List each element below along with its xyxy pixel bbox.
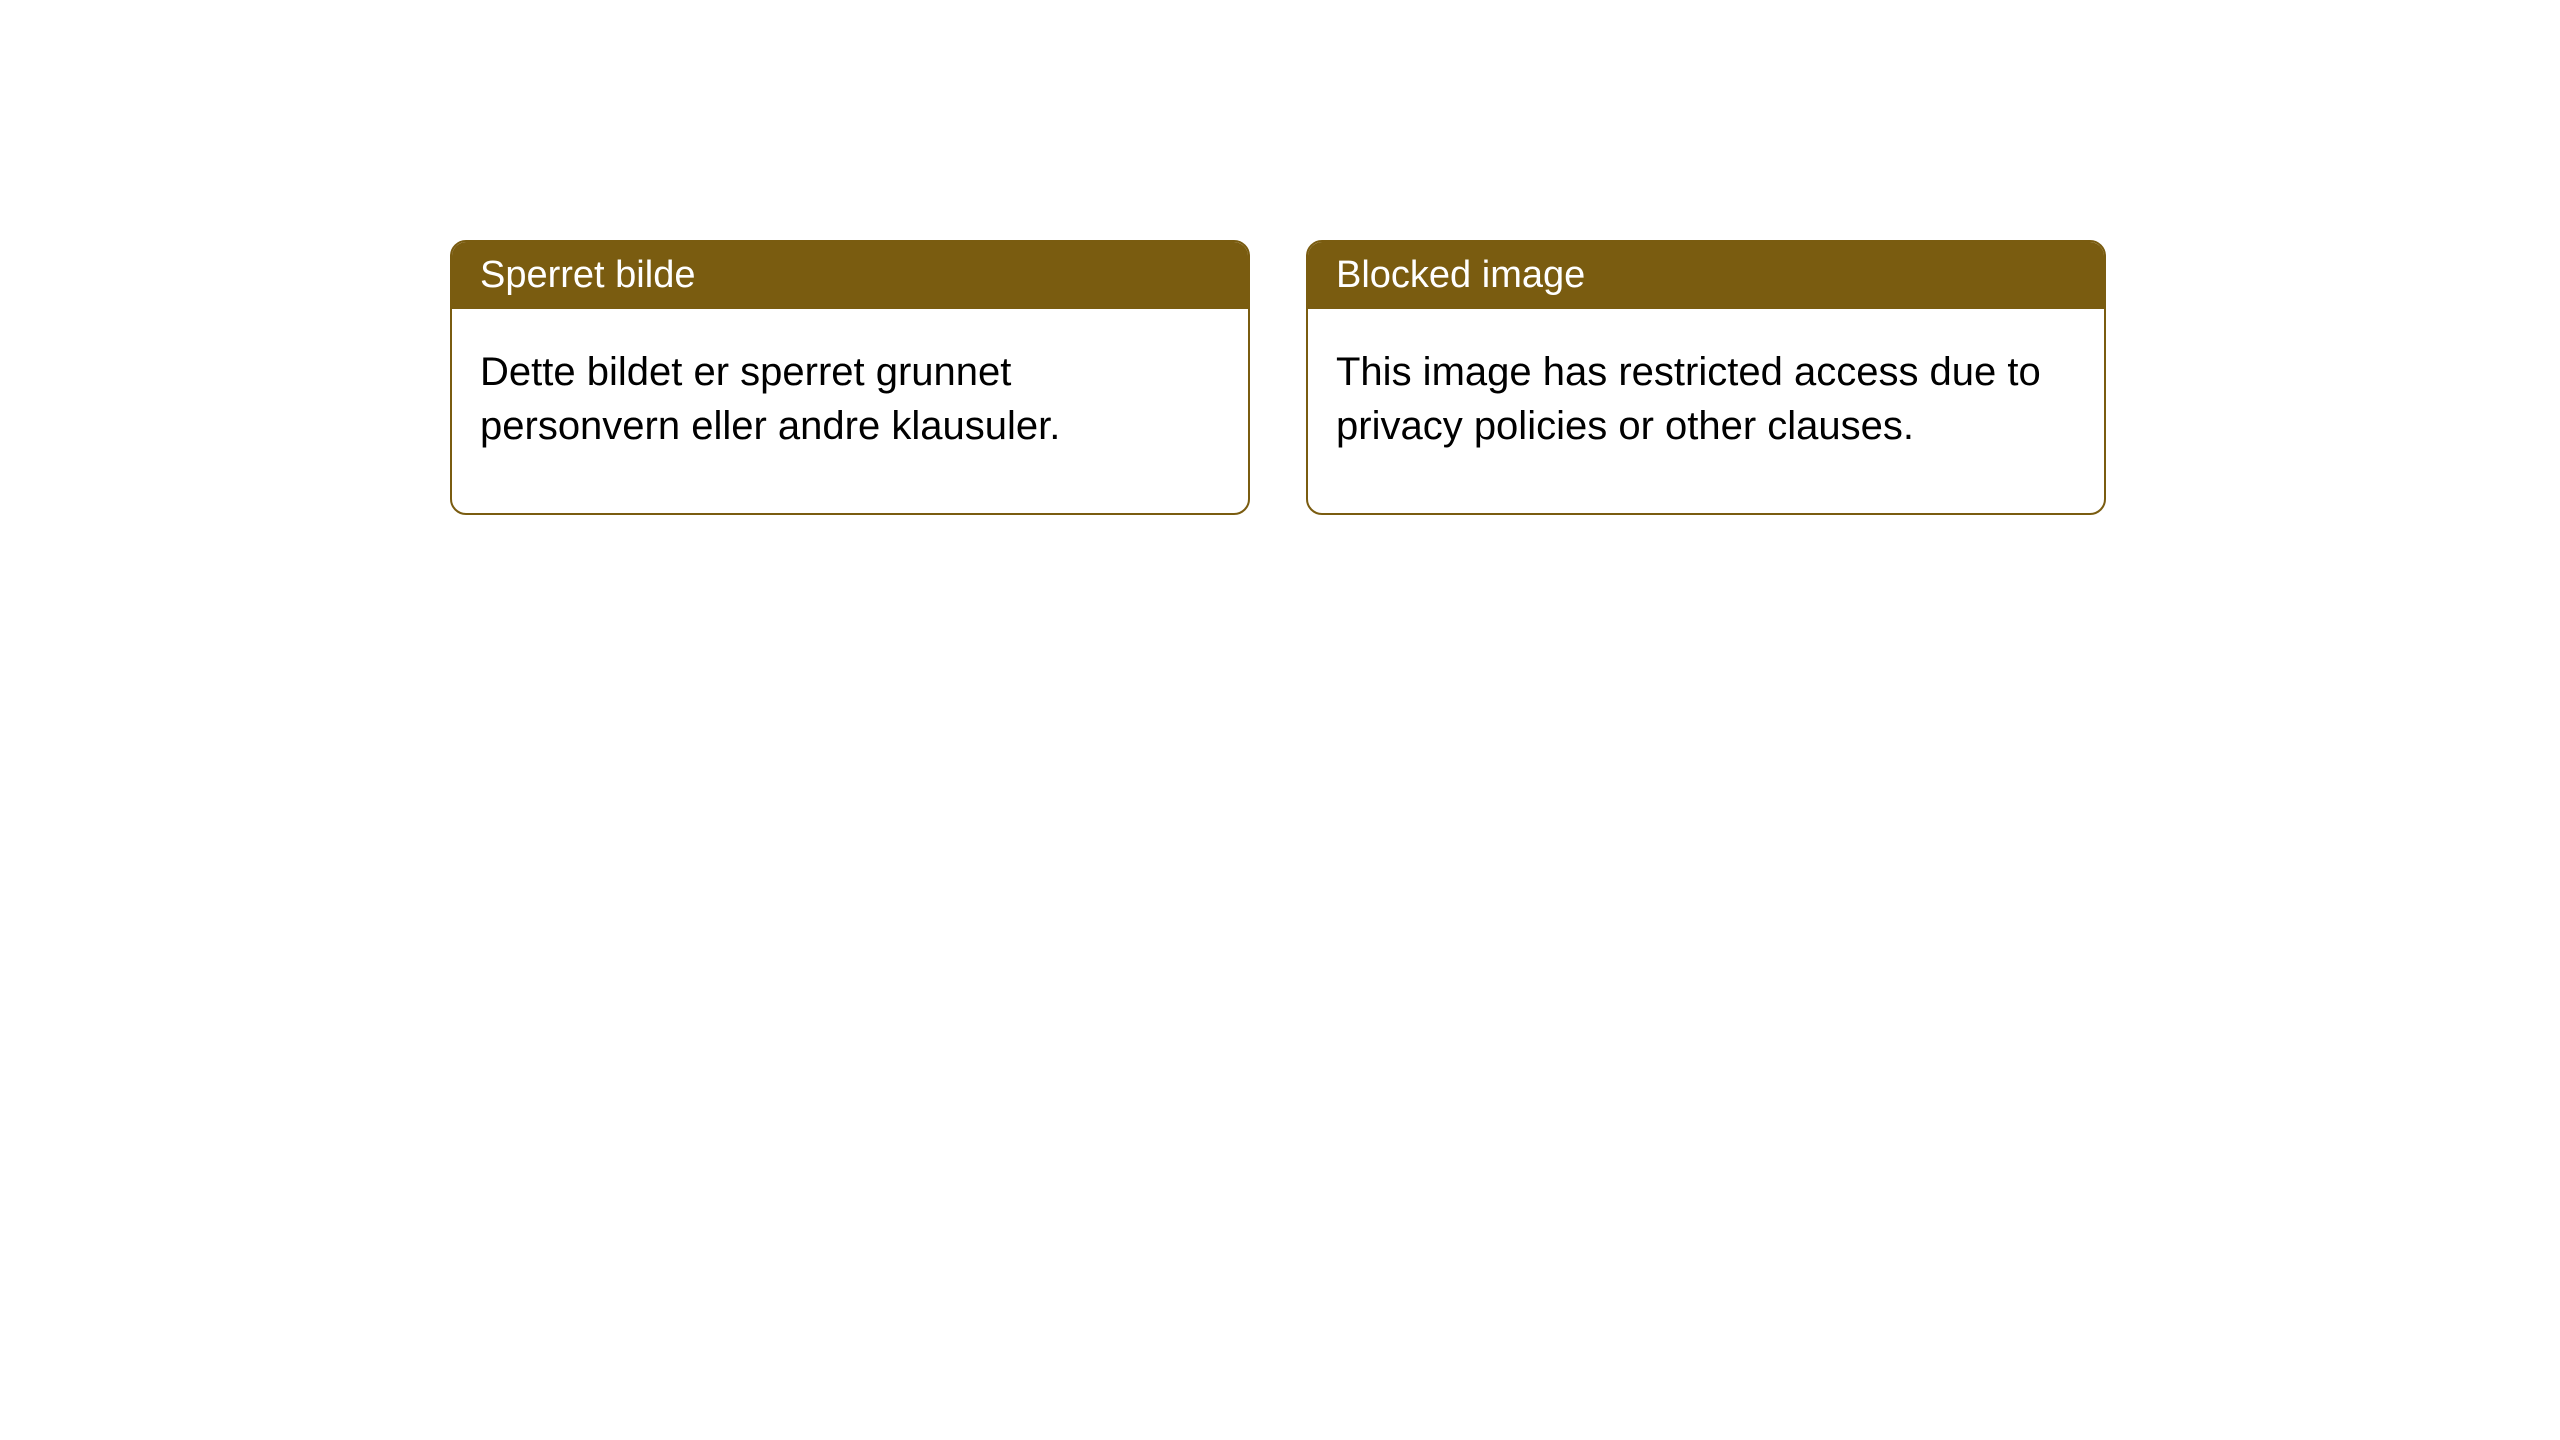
notice-header: Sperret bilde bbox=[452, 242, 1248, 309]
notice-body-text: Dette bildet er sperret grunnet personve… bbox=[480, 350, 1060, 448]
notice-header: Blocked image bbox=[1308, 242, 2104, 309]
notice-box-english: Blocked image This image has restricted … bbox=[1306, 240, 2106, 515]
notice-container: Sperret bilde Dette bildet er sperret gr… bbox=[450, 240, 2560, 515]
notice-body: Dette bildet er sperret grunnet personve… bbox=[452, 309, 1248, 513]
notice-body: This image has restricted access due to … bbox=[1308, 309, 2104, 513]
notice-title: Sperret bilde bbox=[480, 254, 695, 296]
notice-box-norwegian: Sperret bilde Dette bildet er sperret gr… bbox=[450, 240, 1250, 515]
notice-body-text: This image has restricted access due to … bbox=[1336, 350, 2041, 448]
notice-title: Blocked image bbox=[1336, 254, 1585, 296]
